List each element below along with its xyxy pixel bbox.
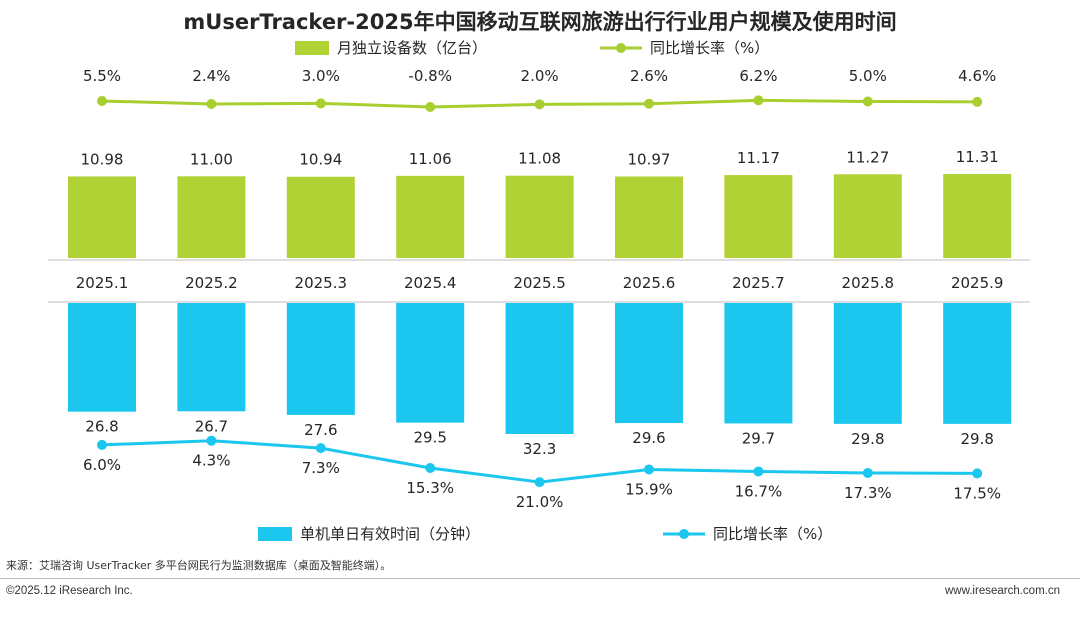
bottom-bar — [833, 303, 902, 424]
legend-line-label-bottom: 同比增长率（%） — [713, 525, 832, 543]
bottom-growth-label: 4.3% — [192, 452, 230, 470]
bottom-bar-label: 29.8 — [851, 430, 884, 448]
top-bar — [68, 176, 136, 258]
top-growth-point — [206, 98, 217, 109]
bottom-growth-point — [972, 468, 983, 479]
legend-bar-label-top: 月独立设备数（亿台） — [337, 39, 487, 57]
website-link[interactable]: www.iresearch.com.cn — [944, 585, 1060, 597]
chart-title: mUserTracker-2025年中国移动互联网旅游出行行业用户规模及使用时间 — [183, 10, 897, 34]
top-growth-label: 5.0% — [849, 67, 887, 85]
bottom-bar-label: 27.6 — [304, 421, 337, 439]
bottom-growth-point — [534, 477, 545, 488]
bottom-bar — [396, 303, 465, 423]
bottom-growth-label: 17.3% — [844, 484, 892, 502]
top-growth-point — [425, 101, 436, 112]
top-bar-label: 11.27 — [846, 148, 889, 166]
top-bar-label: 10.98 — [81, 150, 124, 168]
bottom-growth-point — [97, 439, 107, 450]
top-bar-label: 10.97 — [628, 151, 671, 169]
bottom-bar-label: 29.5 — [413, 429, 446, 447]
category-label: 2025.3 — [295, 274, 348, 292]
bottom-bar — [68, 303, 136, 412]
top-bar — [615, 176, 683, 258]
top-bar — [833, 174, 902, 258]
top-bar-label: 11.00 — [190, 150, 233, 168]
bottom-growth-label: 7.3% — [302, 459, 340, 477]
top-growth-label: 2.4% — [192, 67, 230, 85]
top-growth-label: 2.0% — [521, 67, 559, 85]
top-growth-label: 5.5% — [83, 67, 121, 85]
top-bar-label: 10.94 — [299, 151, 342, 169]
bottom-bar — [177, 303, 246, 412]
bottom-bar — [286, 303, 355, 415]
top-growth-label: 2.6% — [630, 67, 668, 85]
bottom-growth-label: 6.0% — [83, 456, 121, 474]
bottom-growth-point — [644, 464, 654, 475]
bottom-bar-label: 29.6 — [632, 429, 665, 447]
bottom-growth-point — [862, 467, 873, 478]
top-bar — [177, 176, 246, 258]
top-growth-point — [97, 96, 107, 106]
category-label: 2025.5 — [513, 274, 566, 292]
bottom-growth-point — [206, 435, 217, 446]
bottom-growth-point — [425, 462, 436, 473]
bottom-bar-label: 29.7 — [742, 429, 775, 447]
legend-bar-swatch-top — [295, 41, 329, 55]
legend-line-marker-top — [616, 43, 626, 53]
category-label: 2025.7 — [732, 274, 785, 292]
legend-bar-label-bottom: 单机单日有效时间（分钟） — [300, 525, 480, 543]
footer-divider — [0, 578, 1080, 579]
category-label: 2025.9 — [951, 274, 1004, 292]
legend-bar-swatch-bottom — [258, 527, 292, 541]
top-bar — [396, 175, 465, 258]
top-bar — [724, 175, 793, 258]
chart: 10.98 11.00 10.94 11.06 11.08 10.97 11.17 11.27… — [48, 39, 1030, 543]
copyright: ©2025.12 iResearch Inc. — [6, 585, 133, 597]
source-note: 来源：艾瑞咨询 UserTracker 多平台网民行为监测数据库（桌面及智能终端… — [6, 559, 392, 572]
bottom-growth-point — [315, 443, 326, 454]
top-growth-label: 6.2% — [739, 67, 777, 85]
top-growth-label: -0.8% — [408, 67, 452, 85]
category-label: 2025.8 — [842, 274, 895, 292]
top-growth-point — [644, 98, 654, 109]
bottom-growth-label: 15.3% — [406, 479, 454, 497]
bottom-bar-label: 32.3 — [523, 440, 556, 458]
top-growth-point — [315, 98, 326, 109]
bottom-growth-label: 16.7% — [735, 482, 783, 500]
top-bar-label: 11.06 — [409, 150, 452, 168]
category-label: 2025.2 — [185, 274, 238, 292]
top-growth-point — [753, 95, 764, 106]
bottom-growth-label: 17.5% — [953, 484, 1001, 502]
category-label: 2025.6 — [623, 274, 676, 292]
bottom-growth-label: 21.0% — [516, 493, 564, 511]
top-bar-label: 11.31 — [956, 148, 999, 166]
bottom-bar — [615, 303, 683, 424]
top-growth-label: 3.0% — [302, 67, 340, 85]
legend-line-marker-bottom — [679, 529, 689, 539]
bottom-bar-label: 26.7 — [195, 417, 228, 435]
top-bar-label: 11.08 — [518, 150, 561, 168]
legend-line-label-top: 同比增长率（%） — [650, 39, 769, 57]
bottom-bar — [505, 303, 574, 434]
top-bar — [505, 175, 574, 258]
bottom-bar — [724, 303, 793, 424]
top-bar — [286, 176, 355, 258]
category-label: 2025.4 — [404, 274, 457, 292]
top-bar — [943, 174, 1012, 258]
category-label: 2025.1 — [76, 274, 129, 292]
bottom-bar — [943, 303, 1012, 424]
bottom-bar-label: 29.8 — [960, 430, 993, 448]
bottom-growth-label: 15.9% — [625, 480, 673, 498]
bottom-growth-point — [753, 466, 764, 477]
top-growth-point — [972, 96, 983, 107]
top-growth-point — [862, 96, 873, 107]
top-bar-label: 11.17 — [737, 149, 780, 167]
bottom-bar-label: 26.8 — [85, 418, 118, 436]
top-growth-point — [534, 99, 545, 110]
top-growth-label: 4.6% — [958, 67, 996, 85]
